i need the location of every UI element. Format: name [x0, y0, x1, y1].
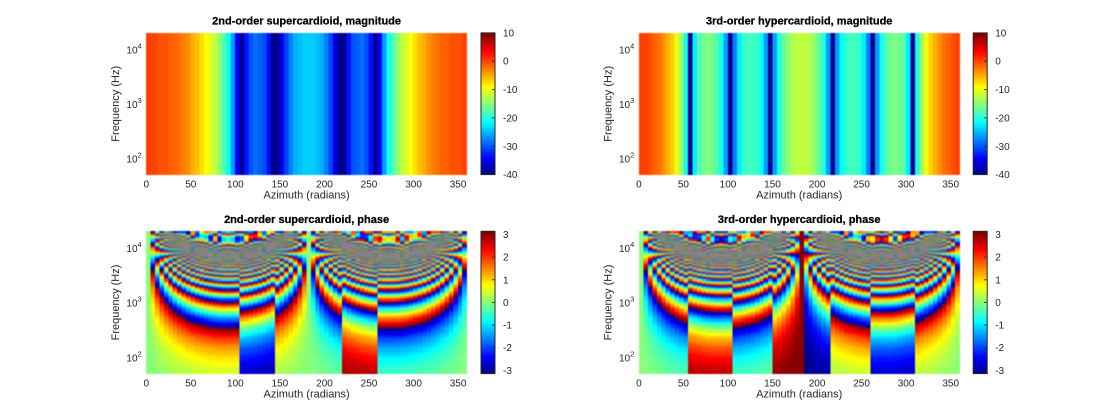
svg-text:100: 100: [227, 180, 244, 191]
svg-text:0: 0: [144, 379, 150, 390]
svg-text:2nd-order supercardioid, phase: 2nd-order supercardioid, phase: [224, 214, 389, 226]
svg-text:-2: -2: [995, 343, 1004, 354]
svg-text:3rd-order hypercardioid, phase: 3rd-order hypercardioid, phase: [718, 214, 881, 226]
svg-text:-40: -40: [503, 170, 518, 181]
svg-text:Azimuth (radians): Azimuth (radians): [263, 389, 349, 401]
svg-text:0: 0: [144, 180, 150, 191]
svg-text:Azimuth (radians): Azimuth (radians): [756, 389, 842, 401]
svg-text:102: 102: [126, 349, 141, 364]
svg-text:0: 0: [503, 57, 509, 68]
svg-text:0: 0: [503, 298, 509, 309]
svg-text:300: 300: [898, 180, 915, 191]
svg-text:104: 104: [619, 240, 634, 255]
svg-text:Frequency (Hz): Frequency (Hz): [603, 265, 615, 341]
svg-text:-2: -2: [503, 343, 512, 354]
svg-text:-10: -10: [503, 85, 518, 96]
svg-text:250: 250: [853, 379, 870, 390]
svg-text:50: 50: [678, 379, 690, 390]
svg-text:100: 100: [720, 379, 737, 390]
svg-text:103: 103: [619, 96, 634, 111]
svg-text:-30: -30: [995, 142, 1010, 153]
svg-text:-3: -3: [503, 366, 512, 377]
svg-text:300: 300: [405, 180, 422, 191]
svg-text:104: 104: [126, 240, 141, 255]
svg-text:Azimuth (radians): Azimuth (radians): [263, 190, 349, 202]
svg-text:-1: -1: [995, 321, 1004, 332]
svg-text:150: 150: [272, 180, 289, 191]
svg-text:300: 300: [898, 379, 915, 390]
svg-text:150: 150: [764, 379, 781, 390]
svg-text:-20: -20: [503, 113, 518, 124]
svg-text:Frequency (Hz): Frequency (Hz): [110, 265, 122, 341]
svg-text:1: 1: [995, 275, 1001, 286]
svg-text:200: 200: [316, 379, 333, 390]
svg-text:0: 0: [995, 57, 1001, 68]
svg-text:Frequency (Hz): Frequency (Hz): [603, 66, 615, 142]
svg-text:102: 102: [619, 349, 634, 364]
svg-text:350: 350: [942, 379, 959, 390]
svg-text:-20: -20: [995, 113, 1010, 124]
svg-text:300: 300: [405, 379, 422, 390]
svg-text:350: 350: [450, 379, 467, 390]
svg-text:250: 250: [361, 379, 378, 390]
svg-text:-3: -3: [995, 366, 1004, 377]
svg-text:104: 104: [619, 42, 634, 57]
svg-text:350: 350: [942, 180, 959, 191]
svg-text:0: 0: [995, 298, 1001, 309]
svg-text:0: 0: [636, 379, 642, 390]
svg-text:-40: -40: [995, 170, 1010, 181]
svg-text:350: 350: [450, 180, 467, 191]
svg-text:Azimuth (radians): Azimuth (radians): [756, 190, 842, 202]
svg-text:100: 100: [227, 379, 244, 390]
svg-text:200: 200: [809, 180, 826, 191]
svg-text:104: 104: [126, 42, 141, 57]
svg-text:250: 250: [361, 180, 378, 191]
svg-text:200: 200: [316, 180, 333, 191]
svg-text:Frequency (Hz): Frequency (Hz): [110, 66, 122, 142]
svg-text:103: 103: [619, 295, 634, 310]
svg-text:102: 102: [126, 150, 141, 165]
svg-text:2: 2: [995, 253, 1001, 264]
svg-text:50: 50: [678, 180, 690, 191]
svg-text:100: 100: [720, 180, 737, 191]
svg-text:0: 0: [636, 180, 642, 191]
svg-text:3rd-order hypercardioid, magni: 3rd-order hypercardioid, magnitude: [706, 16, 892, 28]
svg-text:150: 150: [272, 379, 289, 390]
svg-text:3: 3: [995, 230, 1001, 241]
svg-text:250: 250: [853, 180, 870, 191]
svg-text:3: 3: [503, 230, 509, 241]
svg-text:200: 200: [809, 379, 826, 390]
svg-text:103: 103: [126, 96, 141, 111]
svg-text:2nd-order supercardioid, magni: 2nd-order supercardioid, magnitude: [212, 16, 401, 28]
svg-text:1: 1: [503, 275, 509, 286]
svg-text:102: 102: [619, 150, 634, 165]
svg-text:10: 10: [995, 28, 1007, 39]
svg-text:150: 150: [764, 180, 781, 191]
svg-text:2: 2: [503, 253, 509, 264]
svg-text:50: 50: [185, 180, 197, 191]
svg-text:-30: -30: [503, 142, 518, 153]
svg-text:103: 103: [126, 295, 141, 310]
svg-text:-10: -10: [995, 85, 1010, 96]
svg-text:50: 50: [185, 379, 197, 390]
svg-text:10: 10: [503, 28, 515, 39]
svg-text:-1: -1: [503, 321, 512, 332]
